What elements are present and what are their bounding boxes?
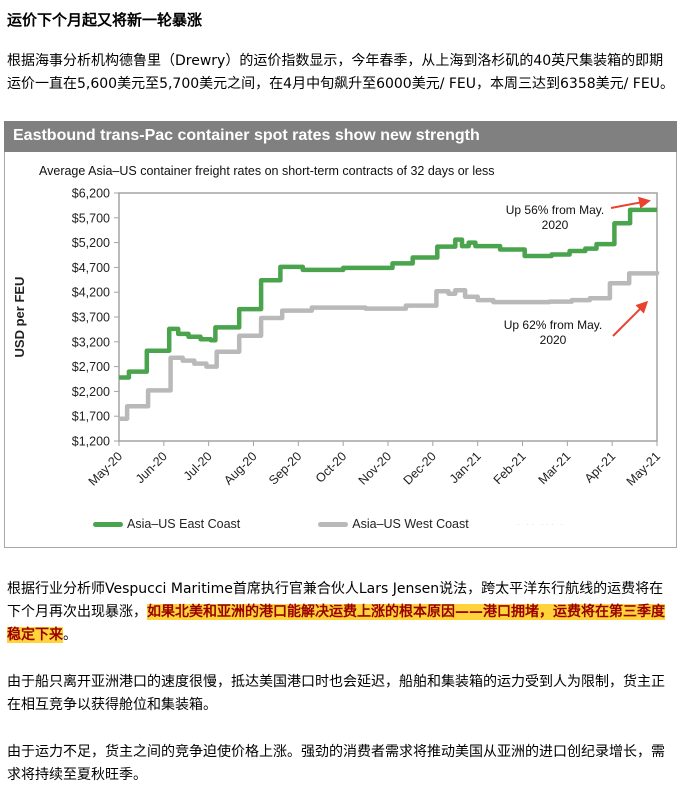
svg-text:May-20: May-20 xyxy=(86,449,125,488)
svg-text:2020: 2020 xyxy=(542,218,569,232)
plot-border xyxy=(118,192,658,442)
svg-text:Sep-20: Sep-20 xyxy=(266,449,304,487)
svg-text:$5,200: $5,200 xyxy=(72,236,110,250)
chart-subtitle: Average Asia–US container freight rates … xyxy=(39,164,495,178)
svg-text:$5,700: $5,700 xyxy=(72,211,110,225)
y-axis-title: USD per FEU xyxy=(12,277,27,358)
svg-text:2020: 2020 xyxy=(540,333,567,347)
legend-item-west-coast: Asia–US West Coast xyxy=(318,517,469,531)
freight-rates-line-chart: $6,200 $5,700 $5,200 $4,700 $4,200 $3,700 $3,2… xyxy=(12,187,663,489)
demand-paragraph: 由于运力不足，货主之间的竞争迫使价格上涨。强劲的消费者需求将推动美国从亚洲的进口… xyxy=(7,744,665,783)
annotation-1: Up 56% from May.2020 xyxy=(506,196,651,232)
svg-text:May-21: May-21 xyxy=(624,449,663,488)
analyst-paragraph: 根据行业分析师Vespucci Maritime首席执行官兼合伙人Lars Je… xyxy=(7,578,675,647)
article: 运价下个月起又将新一轮暴涨 根据海事分析机构德鲁里（Drewry）的运价指数显示… xyxy=(0,10,683,787)
series-line-asia-us-east-coast xyxy=(119,207,657,380)
svg-text:Jan-21: Jan-21 xyxy=(447,449,484,486)
svg-text:$1,200: $1,200 xyxy=(72,435,110,449)
svg-text:Apr-21: Apr-21 xyxy=(582,449,618,485)
svg-text:Up 56% from May.: Up 56% from May. xyxy=(506,203,604,217)
chart-legend: Asia–US East Coast Asia–US West Coast · … xyxy=(93,517,676,531)
svg-text:Jul-20: Jul-20 xyxy=(181,449,215,483)
x-axis: May-20 Jun-20 Jul-20 Aug-20 Sep-20 Oct-20 Nov-… xyxy=(86,441,663,489)
svg-text:Aug-20: Aug-20 xyxy=(221,449,259,487)
analyst-text-pre: 根据行业分析师Vespucci Maritime首席执行官兼合伙人Lars Je… xyxy=(7,581,664,620)
east-coast-line-swatch xyxy=(93,521,123,527)
svg-text:Feb-21: Feb-21 xyxy=(491,449,529,487)
svg-text:Oct-20: Oct-20 xyxy=(313,449,349,485)
svg-text:$6,200: $6,200 xyxy=(72,187,110,201)
svg-text:Nov-20: Nov-20 xyxy=(356,449,394,487)
intro-paragraph: 根据海事分析机构德鲁里（Drewry）的运价指数显示，今年春季，从上海到洛杉矶的… xyxy=(7,53,674,92)
article-title: 运价下个月起又将新一轮暴涨 xyxy=(7,11,203,29)
legend-item-east-coast: Asia–US East Coast xyxy=(93,517,240,531)
red-arrow-icon xyxy=(612,300,649,337)
red-arrow-icon xyxy=(610,196,651,209)
svg-text:Mar-21: Mar-21 xyxy=(536,449,574,487)
svg-text:Jun-20: Jun-20 xyxy=(133,449,170,486)
analyst-text-post: 。 xyxy=(63,627,77,643)
svg-text:$4,700: $4,700 xyxy=(72,261,110,275)
west-coast-line-swatch xyxy=(318,521,349,527)
svg-text:$2,700: $2,700 xyxy=(72,360,110,374)
legend-label: Asia–US East Coast xyxy=(127,517,241,531)
svg-text:$3,200: $3,200 xyxy=(72,335,110,349)
svg-text:$3,700: $3,700 xyxy=(72,311,110,325)
congestion-paragraph: 由于船只离开亚洲港口的速度很慢，抵达美国港口时也会延迟，船舶和集装箱的运力受到人… xyxy=(7,674,665,713)
watermark-illegible: · ·· ··· · xyxy=(516,519,566,529)
svg-text:$2,200: $2,200 xyxy=(72,385,110,399)
series-line-asia-us-west-coast xyxy=(119,271,660,421)
y-axis: $6,200 $5,700 $5,200 $4,700 $4,200 $3,700 $3,2… xyxy=(72,187,119,449)
svg-text:Up 62% from May.: Up 62% from May. xyxy=(504,318,602,332)
annotation-2: Up 62% from May.2020 xyxy=(504,300,649,347)
chart-title-bar: Eastbound trans-Pac container spot rates… xyxy=(4,121,677,152)
svg-text:$1,700: $1,700 xyxy=(72,410,110,424)
svg-text:Dec-20: Dec-20 xyxy=(401,449,439,487)
svg-text:$4,200: $4,200 xyxy=(72,286,110,300)
legend-label: Asia–US West Coast xyxy=(352,517,469,531)
chart-card: Eastbound trans-Pac container spot rates… xyxy=(4,121,677,548)
